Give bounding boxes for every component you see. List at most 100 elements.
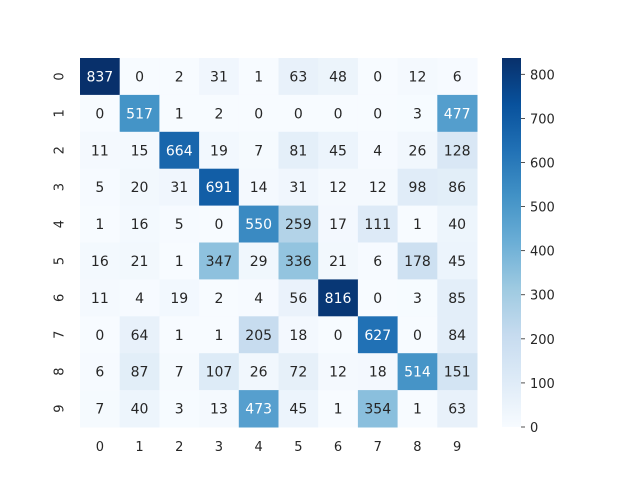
heatmap-cell bbox=[199, 131, 240, 170]
colorbar-tick-label: 500 bbox=[530, 201, 555, 216]
heatmap-cell bbox=[159, 242, 200, 280]
cell-value-label: 19 bbox=[170, 291, 188, 307]
cell-value-label: 0 bbox=[373, 106, 382, 122]
heatmap-cell bbox=[397, 205, 438, 243]
colorbar-tick-label: 400 bbox=[530, 245, 555, 260]
heatmap-cell bbox=[437, 242, 478, 280]
cell-value-label: 86 bbox=[448, 180, 466, 196]
cell-value-label: 1 bbox=[175, 328, 184, 344]
cell-value-label: 1 bbox=[214, 328, 223, 344]
heatmap-cell bbox=[318, 390, 359, 428]
heatmap-cell bbox=[80, 316, 121, 354]
cell-value-label: 7 bbox=[95, 402, 104, 418]
cell-value-label: 2 bbox=[214, 291, 223, 307]
cell-value-label: 56 bbox=[289, 291, 307, 307]
heatmap-cell bbox=[199, 168, 240, 207]
cell-value-label: 1 bbox=[254, 69, 263, 85]
heatmap-cell bbox=[119, 94, 160, 133]
x-tick-label: 3 bbox=[215, 440, 223, 455]
cell-value-label: 7 bbox=[254, 143, 263, 159]
cell-value-label: 3 bbox=[413, 291, 422, 307]
cell-value-label: 21 bbox=[131, 254, 149, 270]
cell-value-label: 4 bbox=[254, 291, 263, 307]
cell-value-label: 63 bbox=[289, 69, 307, 85]
cell-value-label: 7 bbox=[175, 365, 184, 381]
cell-value-label: 0 bbox=[294, 106, 303, 122]
heatmap-cell bbox=[357, 205, 399, 243]
cell-value-label: 4 bbox=[135, 291, 144, 307]
cell-value-label: 18 bbox=[369, 365, 387, 381]
cell-value-label: 81 bbox=[289, 143, 307, 159]
heatmap-cell bbox=[437, 279, 478, 317]
heatmap-cell bbox=[318, 353, 359, 391]
colorbar-tick-label: 600 bbox=[530, 156, 555, 171]
x-tick-label: 0 bbox=[96, 440, 104, 455]
cell-value-label: 11 bbox=[91, 291, 109, 307]
cell-value-label: 664 bbox=[166, 143, 193, 159]
heatmap-cell bbox=[159, 168, 200, 207]
heatmap-cell bbox=[357, 131, 399, 170]
heatmap-cell bbox=[437, 353, 478, 391]
cell-value-label: 3 bbox=[175, 402, 184, 418]
cell-value-label: 20 bbox=[131, 180, 149, 196]
cell-value-label: 517 bbox=[126, 106, 153, 122]
heatmap-cell bbox=[159, 205, 200, 243]
heatmap-cell bbox=[119, 168, 160, 207]
cell-value-label: 48 bbox=[329, 69, 347, 85]
heatmap-cell bbox=[238, 353, 279, 391]
heatmap-cell bbox=[119, 390, 160, 428]
heatmap-cell bbox=[159, 353, 200, 391]
cell-value-label: 691 bbox=[206, 180, 233, 196]
heatmap-cell bbox=[80, 205, 121, 243]
cell-value-label: 12 bbox=[409, 69, 427, 85]
cell-value-label: 1 bbox=[413, 402, 422, 418]
x-tick-label: 2 bbox=[175, 440, 183, 455]
heatmap-cell bbox=[278, 279, 319, 317]
heatmap-cell bbox=[159, 390, 200, 428]
cell-value-label: 550 bbox=[245, 217, 272, 233]
cell-value-label: 627 bbox=[364, 328, 391, 344]
y-tick-label: 9 bbox=[53, 404, 68, 412]
colorbar-tick-label: 300 bbox=[530, 289, 555, 304]
cell-value-label: 0 bbox=[95, 106, 104, 122]
cell-value-label: 45 bbox=[329, 143, 347, 159]
cell-value-label: 0 bbox=[254, 106, 263, 122]
heatmap-cell bbox=[238, 131, 279, 170]
cell-value-label: 5 bbox=[95, 180, 104, 196]
cell-value-label: 1 bbox=[175, 106, 184, 122]
cell-value-label: 14 bbox=[250, 180, 268, 196]
heatmap-cell bbox=[199, 58, 240, 96]
x-tick-label: 7 bbox=[374, 440, 382, 455]
heatmap-cell bbox=[80, 390, 121, 428]
cell-value-label: 0 bbox=[95, 328, 104, 344]
cell-value-label: 514 bbox=[404, 365, 431, 381]
cell-value-label: 31 bbox=[170, 180, 188, 196]
heatmap-cell bbox=[119, 58, 160, 96]
heatmap-cell bbox=[437, 205, 478, 243]
cell-value-label: 12 bbox=[329, 180, 347, 196]
heatmap-cell bbox=[199, 316, 240, 354]
heatmap-cell bbox=[437, 168, 478, 207]
cell-value-label: 85 bbox=[448, 291, 466, 307]
heatmap-cell bbox=[318, 168, 359, 207]
x-tick-label: 6 bbox=[334, 440, 342, 455]
cell-value-label: 5 bbox=[175, 217, 184, 233]
heatmap-cell bbox=[357, 279, 399, 317]
heatmap-cell bbox=[318, 279, 359, 317]
heatmap-cell bbox=[238, 390, 279, 428]
heatmap-cell bbox=[397, 316, 438, 354]
cell-value-label: 63 bbox=[448, 402, 466, 418]
x-axis-ticks: 0 1 2 3 4 5 6 7 8 9 bbox=[96, 440, 462, 455]
y-tick-label: 0 bbox=[53, 72, 68, 80]
y-tick-label: 6 bbox=[53, 294, 68, 302]
heatmap-cell bbox=[357, 168, 399, 207]
cell-value-label: 11 bbox=[91, 143, 109, 159]
heatmap-cell bbox=[437, 94, 478, 133]
cell-value-label: 1 bbox=[334, 402, 343, 418]
heatmap-cell bbox=[199, 242, 240, 280]
y-tick-label: 5 bbox=[53, 257, 68, 265]
cell-value-label: 45 bbox=[448, 254, 466, 270]
cell-value-label: 0 bbox=[334, 328, 343, 344]
